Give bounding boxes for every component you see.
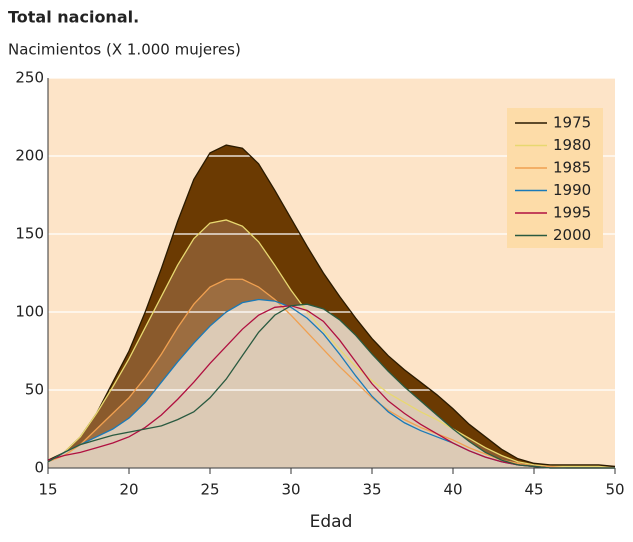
x-tick-label: 40 <box>443 481 462 499</box>
legend-label: 1995 <box>553 204 591 222</box>
chart-subtitle: Nacimientos (X 1.000 mujeres) <box>8 41 241 59</box>
series-line <box>47 303 615 469</box>
x-tick-label: 25 <box>200 481 219 499</box>
y-tick-label: 150 <box>15 225 44 243</box>
x-tick-label: 20 <box>119 481 138 499</box>
legend-label: 2000 <box>553 226 591 244</box>
chart-title: Total nacional. <box>8 8 139 27</box>
area <box>48 304 615 468</box>
x-tick-label: 15 <box>38 481 57 499</box>
legend-label: 1985 <box>553 159 591 177</box>
y-tick-label: 100 <box>15 303 44 321</box>
y-tick-label: 200 <box>15 147 44 165</box>
series-line <box>47 144 616 468</box>
y-tick-label: 50 <box>25 381 44 399</box>
x-tick-label: 35 <box>362 481 381 499</box>
legend-label: 1980 <box>553 136 591 154</box>
y-tick-label: 0 <box>34 459 44 477</box>
legend-box <box>507 108 603 248</box>
x-tick-label: 50 <box>605 481 624 499</box>
series-line <box>47 219 616 469</box>
y-tick-label: 250 <box>15 69 44 87</box>
x-axis-label: Edad <box>310 512 353 532</box>
x-tick-label: 30 <box>281 481 300 499</box>
legend-label: 1990 <box>553 181 591 199</box>
x-tick-label: 45 <box>524 481 543 499</box>
series-line <box>47 278 615 469</box>
legend-label: 1975 <box>553 114 591 132</box>
